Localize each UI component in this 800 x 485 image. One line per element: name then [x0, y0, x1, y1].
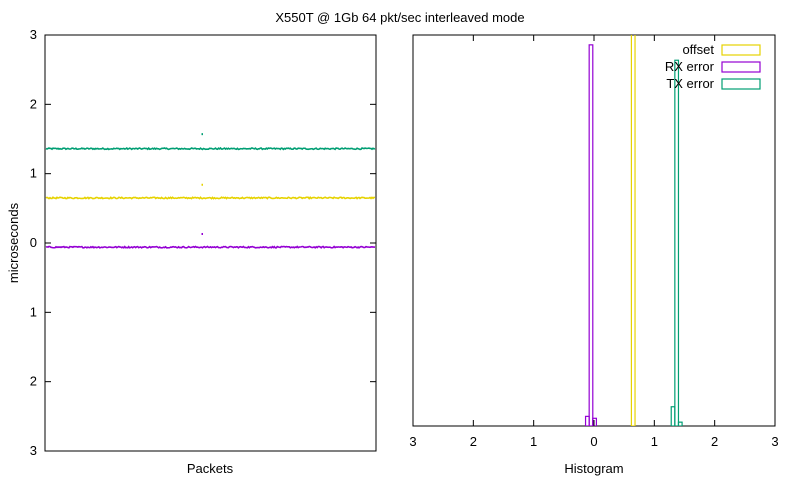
legend-label-tx: TX error	[666, 76, 714, 91]
left-y-tick-label-3: 0	[30, 235, 37, 250]
legend: offset RX error TX error	[665, 42, 761, 91]
histogram-bar-tx-2	[677, 421, 683, 426]
left-series-tx-line	[45, 146, 376, 151]
histogram-bar-tx-1	[674, 59, 680, 426]
left-y-tick-label-4: 1	[30, 304, 37, 319]
histogram-bar-rx-1	[588, 44, 594, 426]
legend-label-rx: RX error	[665, 59, 715, 74]
right-plot-frame	[412, 34, 776, 427]
legend-swatch-offset	[721, 44, 761, 56]
left-series-group	[45, 133, 376, 249]
left-series-offset-outlier	[201, 183, 203, 186]
histogram-bar-rx-2	[592, 417, 598, 426]
left-y-tick-label-5: 2	[30, 374, 37, 389]
right-plot-panel: 3 2 1 0 1 2 3 Histogram offset RX error TX error	[409, 34, 779, 476]
right-x-tick-label-4: 1	[651, 434, 658, 449]
left-plot-frame	[44, 34, 377, 452]
left-y-axis-label: microseconds	[6, 202, 21, 283]
right-x-tick-label-6: 3	[771, 434, 778, 449]
right-x-tick-label-5: 2	[711, 434, 718, 449]
legend-label-offset: offset	[682, 42, 714, 57]
left-plot-panel: 3 2 1 0 1 2 3 Packets microseconds	[6, 27, 377, 476]
right-x-tick-label-2: 1	[530, 434, 537, 449]
left-series-rx-outlier	[201, 232, 203, 235]
right-x-ticks: 3 2 1 0 1 2 3	[409, 35, 779, 449]
legend-swatch-rx	[721, 61, 761, 73]
right-x-axis-label: Histogram	[564, 461, 623, 476]
left-y-tick-label-2: 1	[30, 166, 37, 181]
left-y-tick-label-1: 2	[30, 96, 37, 111]
left-series-tx-outlier	[201, 133, 203, 136]
chart-title: X550T @ 1Gb 64 pkt/sec interleaved mode	[275, 10, 524, 25]
left-y-tick-label-6: 3	[30, 443, 37, 458]
left-x-axis-label: Packets	[187, 461, 234, 476]
left-y-ticks: 3 2 1 0 1 2 3	[30, 27, 376, 458]
right-x-tick-label-1: 2	[470, 434, 477, 449]
left-y-tick-label-0: 3	[30, 27, 37, 42]
right-x-tick-label-0: 3	[409, 434, 416, 449]
left-series-rx-line	[45, 245, 376, 249]
histogram-bar-offset-0	[630, 35, 636, 426]
legend-swatch-tx	[721, 78, 761, 90]
right-x-tick-label-3: 0	[590, 434, 597, 449]
left-series-offset-line	[45, 196, 376, 200]
histogram-bars-group	[584, 35, 683, 426]
